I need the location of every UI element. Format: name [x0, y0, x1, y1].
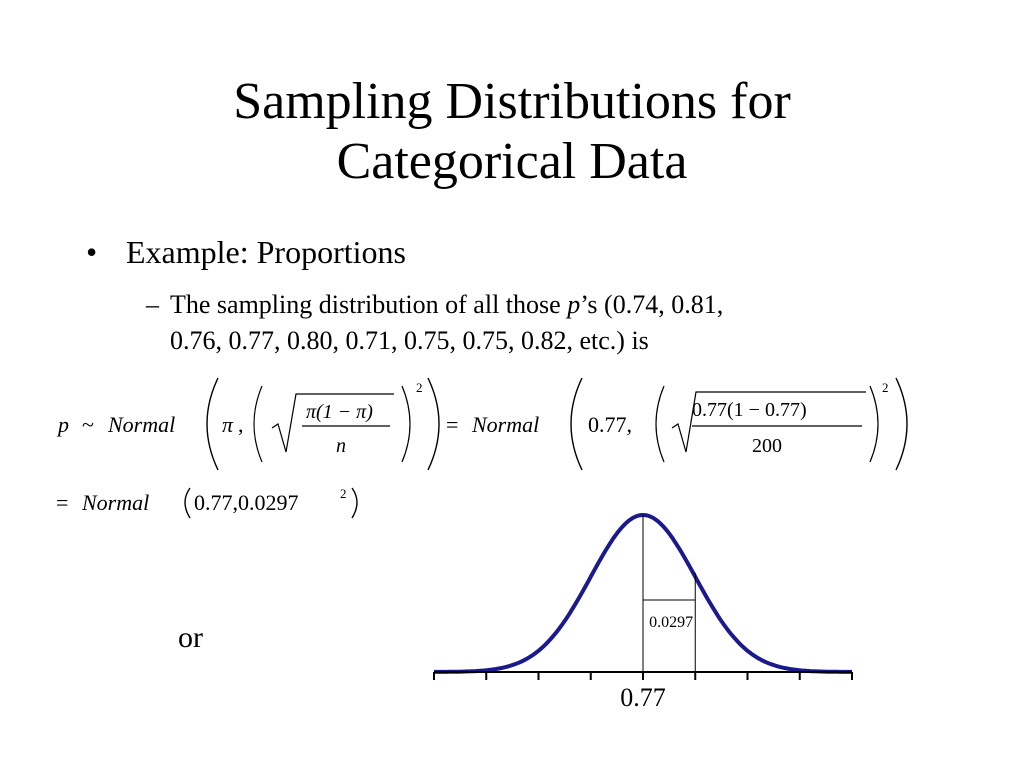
formula-exp-2: 2	[882, 380, 889, 395]
paren-left-2	[253, 385, 263, 463]
formula-mean: 0.77,	[588, 412, 632, 437]
slide-title: Sampling Distributions for Categorical D…	[0, 72, 1024, 192]
sub-text-before: The sampling distribution of all those	[170, 290, 568, 319]
paren-left-4	[655, 385, 665, 463]
bullet-marker: •	[86, 234, 98, 270]
x-axis-ticks	[433, 672, 853, 680]
formula-line-2: = Normal 0.77,0.0297 2	[56, 486, 358, 519]
sqrt-sign-1	[271, 393, 394, 453]
sub-bullet: – The sampling distribution of all those…	[146, 287, 946, 359]
title-line-1: Sampling Distributions for	[233, 73, 791, 130]
paren-left-3	[570, 377, 583, 471]
paren-right-1	[427, 377, 440, 471]
formula-tilde: ~	[82, 412, 94, 437]
sd-annotation: 0.0297	[649, 614, 693, 631]
paren-left-1	[206, 377, 219, 471]
formula-num-numeric: 0.77(1 − 0.77)	[692, 399, 807, 421]
sub-text-after: ’s (0.74, 0.81,	[580, 290, 724, 319]
sub-text-italic-p: p	[567, 290, 581, 319]
paren-right-2	[401, 385, 411, 463]
formula-comma-1: ,	[238, 412, 244, 437]
paren-right-5	[351, 487, 358, 519]
or-label: or	[178, 621, 203, 654]
formula-result-args: 0.77,0.0297	[194, 490, 299, 515]
formula-den-numeric: 200	[752, 435, 782, 457]
paren-right-3	[895, 377, 908, 471]
x-tick-label-mean: 0.77	[620, 683, 666, 712]
bullet-example: • Example: Proportions	[86, 232, 406, 272]
formula-den-generic: n	[336, 435, 346, 457]
formula-normal-1: Normal	[107, 412, 175, 437]
formula-normal-2: Normal	[471, 412, 539, 437]
sqrt-sign-2	[671, 391, 866, 453]
sub-bullet-line-2: 0.76, 0.77, 0.80, 0.71, 0.75, 0.75, 0.82…	[170, 326, 649, 355]
formula-line-1: p ~ Normal π , π(1 − π) n 2 = Normal 0.7…	[56, 377, 908, 471]
formula-pi: π	[222, 412, 234, 437]
sub-bullet-line-1: The sampling distribution of all those p…	[146, 287, 946, 323]
sub-bullet-marker: –	[146, 290, 159, 319]
formula-equals-2: =	[56, 490, 68, 515]
bullet-text: Example: Proportions	[126, 234, 406, 270]
formula-exp-1: 2	[416, 380, 423, 395]
title-line-2: Categorical Data	[336, 133, 688, 190]
formula-num-generic: π(1 − π)	[306, 401, 373, 423]
formula-p: p	[56, 412, 69, 437]
paren-left-5	[184, 487, 191, 519]
formula-equals-1: =	[446, 412, 458, 437]
formula-normal-3: Normal	[81, 490, 149, 515]
formula-exp-3: 2	[340, 486, 347, 501]
paren-right-4	[869, 385, 879, 463]
